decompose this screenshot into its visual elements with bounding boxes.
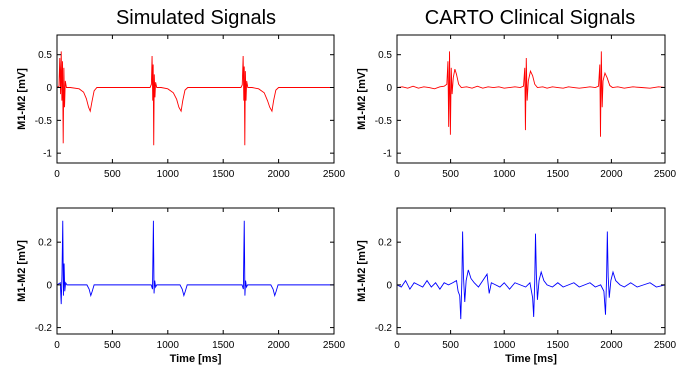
x-axis-label: Time [ms] xyxy=(170,353,222,365)
x-tick-label: 1500 xyxy=(547,169,570,180)
carto-signals-title: CARTO Clinical Signals xyxy=(425,7,635,29)
x-tick-label: 2500 xyxy=(654,340,677,351)
carto-top-chart: 0 500 1000 1500 2000 2500 -1 -0.5 0 0.5 M1-M2 [mV] xyxy=(356,34,677,180)
y-tick-label: 0.2 xyxy=(378,238,392,249)
x-tick-label: 0 xyxy=(54,169,60,180)
y-tick-label: 0 xyxy=(46,280,52,291)
x-tick-label: 1500 xyxy=(547,340,570,351)
x-tick-label: 2000 xyxy=(267,169,290,180)
x-tick-label: 500 xyxy=(104,340,121,351)
y-tick-label: -1 xyxy=(383,149,392,160)
y-axis-label: M1-M2 [mV] xyxy=(16,68,28,130)
y-tick-label: 0.5 xyxy=(378,50,392,61)
y-tick-label: 0 xyxy=(386,83,392,94)
x-tick-label: 1000 xyxy=(493,169,516,180)
carto-bottom-chart: 0 500 1000 1500 2000 2500-0.200.2M1-M2 [mV]Ti… xyxy=(356,207,677,365)
plot-frame xyxy=(56,34,335,164)
x-tick-label: 1500 xyxy=(212,340,235,351)
y-tick-label: 0.2 xyxy=(38,238,52,249)
x-tick-label: 1000 xyxy=(493,340,516,351)
y-axis-label: M1-M2 [mV] xyxy=(356,240,368,302)
simulated-top-chart: 0 500 1000 1500 2000 2500 -1 -0.5 0 0.5 M1-M2 [mV] xyxy=(16,34,346,180)
x-tick-label: 2000 xyxy=(600,169,623,180)
x-tick-label: 2500 xyxy=(323,169,346,180)
y-tick-label: -0.2 xyxy=(35,323,53,334)
y-axis-label: M1-M2 [mV] xyxy=(16,240,28,302)
y-tick-label: 0.5 xyxy=(38,50,52,61)
x-tick-label: 0 xyxy=(54,340,60,351)
x-tick-label: 500 xyxy=(442,169,459,180)
y-tick-label: -1 xyxy=(43,149,52,160)
series-line xyxy=(396,231,666,320)
plot-frame xyxy=(396,34,666,164)
y-axis-label: M1-M2 [mV] xyxy=(356,68,368,130)
x-tick-label: 0 xyxy=(394,169,400,180)
series-line xyxy=(396,51,666,137)
plot-frame xyxy=(396,207,666,335)
simulated-signals-title: Simulated Signals xyxy=(116,7,276,29)
x-tick-label: 2500 xyxy=(323,340,346,351)
x-axis-label: Time [ms] xyxy=(505,353,557,365)
x-tick-label: 2000 xyxy=(267,340,290,351)
y-tick-label: 0 xyxy=(46,83,52,94)
series-line xyxy=(56,51,334,146)
x-tick-label: 2000 xyxy=(600,340,623,351)
x-tick-label: 500 xyxy=(442,340,459,351)
x-tick-label: 1000 xyxy=(157,340,180,351)
x-tick-label: 2500 xyxy=(654,169,677,180)
series-line xyxy=(56,220,334,305)
x-tick-label: 0 xyxy=(394,340,400,351)
y-tick-label: -0.5 xyxy=(375,116,393,127)
plot-frame xyxy=(56,207,335,335)
y-tick-label: -0.2 xyxy=(375,323,393,334)
x-tick-label: 1500 xyxy=(212,169,235,180)
x-tick-label: 1000 xyxy=(157,169,180,180)
y-tick-label: -0.5 xyxy=(35,116,53,127)
simulated-bottom-chart: 0 500 1000 1500 2000 2500-0.200.2M1-M2 [mV]Ti… xyxy=(16,207,346,365)
y-tick-label: 0 xyxy=(386,280,392,291)
x-tick-label: 500 xyxy=(104,169,121,180)
